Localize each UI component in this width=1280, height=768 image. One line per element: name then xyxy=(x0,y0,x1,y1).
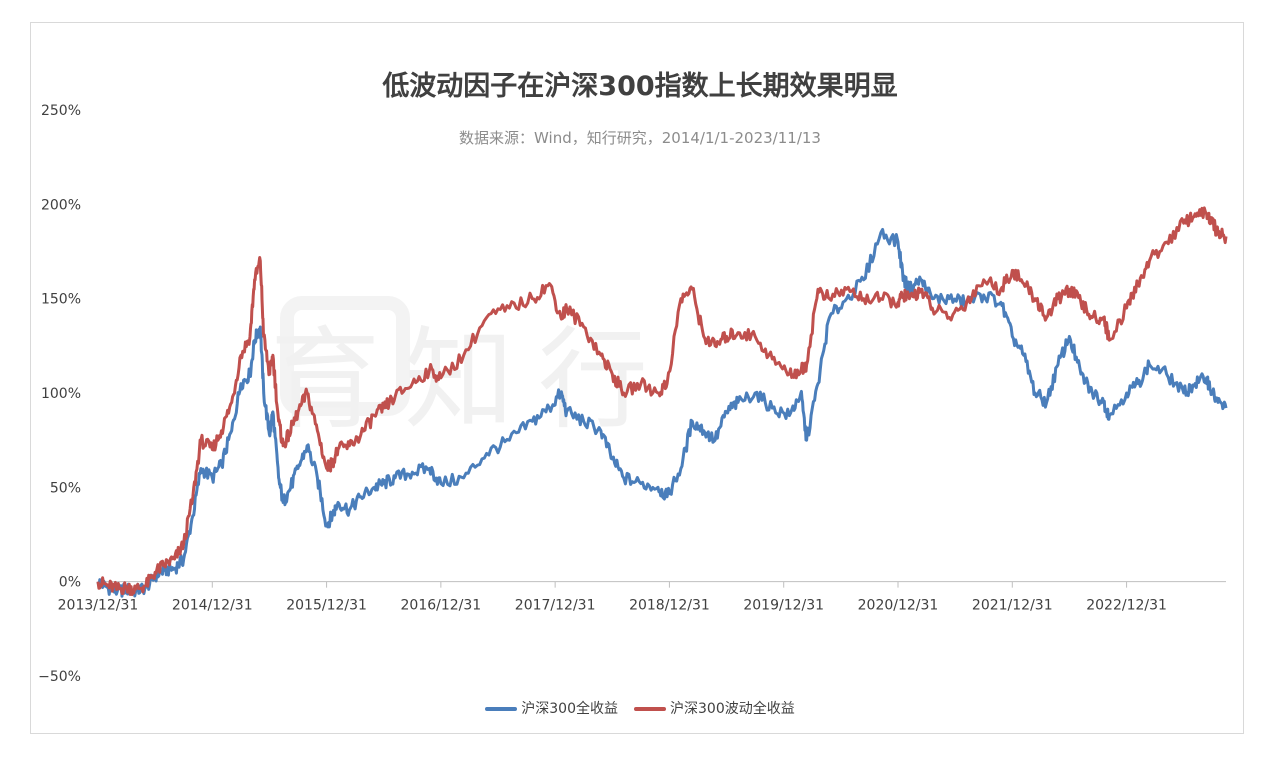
x-tick-label: 2020/12/31 xyxy=(858,598,939,614)
y-tick-label: −50% xyxy=(38,669,81,685)
chart-title: 低波动因子在沪深300指数上长期效果明显 xyxy=(382,71,898,102)
series-line-2 xyxy=(96,206,1228,597)
x-tick-label: 2016/12/31 xyxy=(401,598,482,614)
y-tick-label: 100% xyxy=(41,386,81,402)
x-axis: 2013/12/31 2014/12/31 2015/12/31 2016/12/31… xyxy=(58,581,1226,614)
x-tick-label: 2019/12/31 xyxy=(743,598,824,614)
x-tick-label: 2021/12/31 xyxy=(972,598,1053,614)
x-tick-label: 2017/12/31 xyxy=(515,598,596,614)
legend: 沪深300全收益 沪深300波动全收益 xyxy=(0,698,1280,718)
x-tick-label: 2015/12/31 xyxy=(286,598,367,614)
y-tick-label: 150% xyxy=(41,292,81,308)
legend-item-1: 沪深300全收益 xyxy=(485,698,618,718)
y-tick-label: 250% xyxy=(41,103,81,119)
legend-label: 沪深300波动全收益 xyxy=(670,701,795,717)
y-tick-label: 0% xyxy=(59,575,81,591)
chart-subtitle: 数据来源：Wind，知行研究，2014/1/1-2023/11/13 xyxy=(459,129,821,147)
x-tick-label: 2013/12/31 xyxy=(58,598,139,614)
x-tick-label: 2014/12/31 xyxy=(172,598,253,614)
series-line-1 xyxy=(96,227,1228,598)
x-tick-label: 2018/12/31 xyxy=(629,598,710,614)
legend-swatch xyxy=(634,707,666,711)
y-axis-labels: 250% 200% 150% 100% 50% 0% −50% xyxy=(38,103,81,685)
chart-frame xyxy=(30,22,1244,734)
x-tick-label: 2022/12/31 xyxy=(1086,598,1167,614)
y-tick-label: 50% xyxy=(50,480,81,496)
legend-swatch xyxy=(485,707,518,711)
legend-label: 沪深300全收益 xyxy=(521,701,618,717)
series-layer xyxy=(96,206,1228,598)
legend-item-2: 沪深300波动全收益 xyxy=(634,698,795,718)
y-tick-label: 200% xyxy=(41,197,81,213)
